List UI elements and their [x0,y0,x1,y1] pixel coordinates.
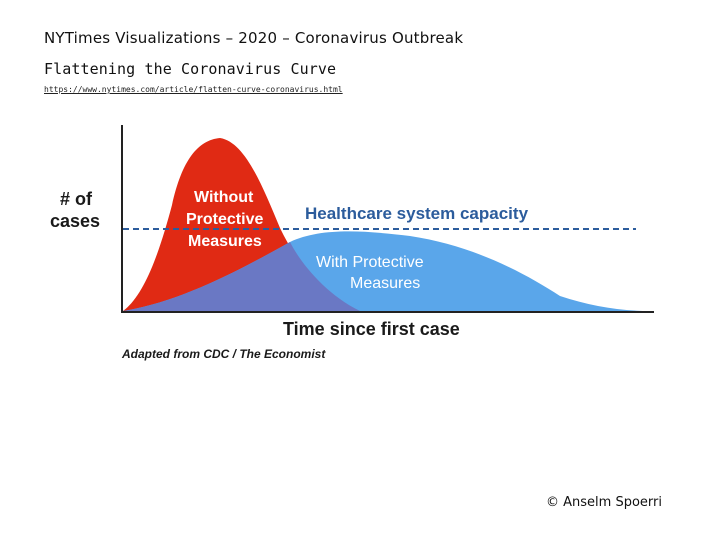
capacity-label: Healthcare system capacity [305,204,529,223]
page-subtitle: Flattening the Coronavirus Curve [44,60,337,78]
without-label-line3: Measures [188,233,262,250]
copyright: © Anselm Spoerri [546,495,662,510]
with-label-line1: With Protective [316,254,424,271]
source-credit: Adapted from CDC / The Economist [121,347,326,361]
without-label-line1: Without [194,189,254,206]
overlap-region [123,242,360,311]
source-link[interactable]: https://www.nytimes.com/article/flatten-… [44,85,343,94]
with-label-line2: Measures [350,275,420,292]
without-label-line2: Protective [186,211,263,228]
page-title: NYTimes Visualizations – 2020 – Coronavi… [44,29,464,47]
x-axis-label: Time since first case [283,319,460,339]
y-axis-label-line2: cases [50,211,100,231]
y-axis-label-line1: # of [60,189,93,209]
